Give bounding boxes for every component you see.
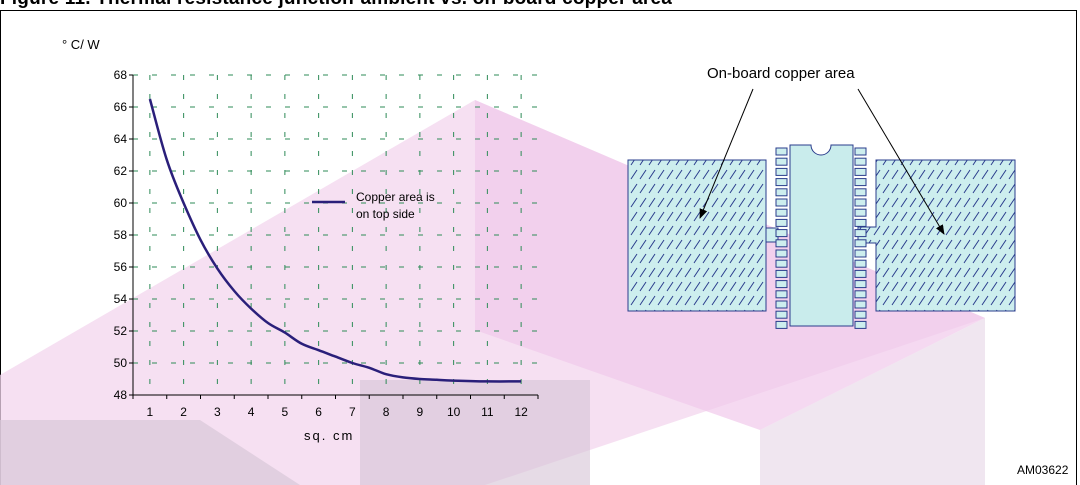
ic-pin [775,269,788,278]
x-tick-label-4: 4 [248,405,255,419]
x-axis-ticks: 1 2 3 4 5 6 7 8 9 10 11 12 [132,395,539,419]
right-copper-hatch [858,160,1015,311]
y-tick-label-56: 56 [114,260,128,274]
ic-pin [775,249,788,258]
y-tick-label-60: 60 [114,196,128,210]
y-tick-label-64: 64 [114,132,128,146]
ic-pin [854,320,867,329]
ic-pin [854,280,867,289]
series-line-copper-top-side [148,98,522,383]
y-tick-label-58: 58 [114,228,128,242]
y-axis-title: ° C/ W [62,37,100,52]
x-tick-label-9: 9 [417,405,424,419]
y-tick-label-52: 52 [114,324,128,338]
ic-pin [775,290,788,299]
ic-pin [775,259,788,268]
figure-header: Figure 11. Thermal resistance junction-a… [0,0,1080,10]
legend-label-line2: on top side [356,207,415,221]
ic-pin [854,249,867,258]
ic-pin [854,218,867,227]
ic-pin [775,300,788,309]
ic-pin [775,310,788,319]
x-tick-label-2: 2 [180,405,187,419]
ic-pin [775,280,788,289]
ic-pin [775,208,788,217]
ic-pin [854,259,867,268]
ic-pin [775,239,788,248]
x-tick-label-8: 8 [383,405,390,419]
x-tick-label-10: 10 [447,405,461,419]
ic-pins-left [775,147,788,329]
y-tick-label-54: 54 [114,292,128,306]
ic-pin [775,178,788,187]
ic-pin [854,178,867,187]
copper-area-diagram: On-board copper area AM03622 [627,65,1069,477]
ic-pin [854,157,867,166]
ic-pins-right [854,147,867,329]
figure-frame [0,10,1077,485]
ic-pin [854,269,867,278]
legend-label-line1: Copper area is [356,190,435,204]
ic-pin [854,290,867,299]
ic-pin [775,218,788,227]
x-tick-label-1: 1 [147,405,154,419]
ic-pin [775,167,788,176]
ic-pin [854,300,867,309]
y-axis-ticks: 48 50 52 54 56 58 60 62 64 66 68 [114,68,133,402]
y-tick-label-48: 48 [114,388,128,402]
y-tick-label-50: 50 [114,356,128,370]
x-tick-label-6: 6 [315,405,322,419]
copper-area-label: On-board copper area [707,65,855,82]
ic-pin [854,229,867,238]
x-tick-label-7: 7 [349,405,356,419]
ic-pin [854,239,867,248]
ic-pin [775,320,788,329]
chart-legend: Copper area is on top side [312,190,435,221]
x-axis-title: sq. cm [304,428,354,443]
ic-pin [854,188,867,197]
ic-pin [854,208,867,217]
ic-pin [775,188,788,197]
left-copper-hatch [628,160,766,311]
y-tick-label-66: 66 [114,100,128,114]
y-tick-label-62: 62 [114,164,128,178]
ic-package-body [789,144,854,327]
ic-pin [854,198,867,207]
arrow-to-right-pad [857,88,945,235]
ic-pin [854,147,867,156]
ic-pin [775,147,788,156]
figure-code: AM03622 [1017,463,1069,477]
chart-gridlines [133,74,538,395]
x-tick-label-3: 3 [214,405,221,419]
ic-pin [854,167,867,176]
ic-pin [775,229,788,238]
arrow-to-left-pad [699,88,754,219]
ic-pin [775,157,788,166]
figure-title: Figure 11. Thermal resistance junction-a… [0,0,672,10]
ic-pin [775,198,788,207]
x-tick-label-5: 5 [282,405,289,419]
y-tick-label-68: 68 [114,68,128,82]
x-tick-label-11: 11 [481,405,494,419]
x-tick-label-12: 12 [514,405,528,419]
ic-pin [854,310,867,319]
